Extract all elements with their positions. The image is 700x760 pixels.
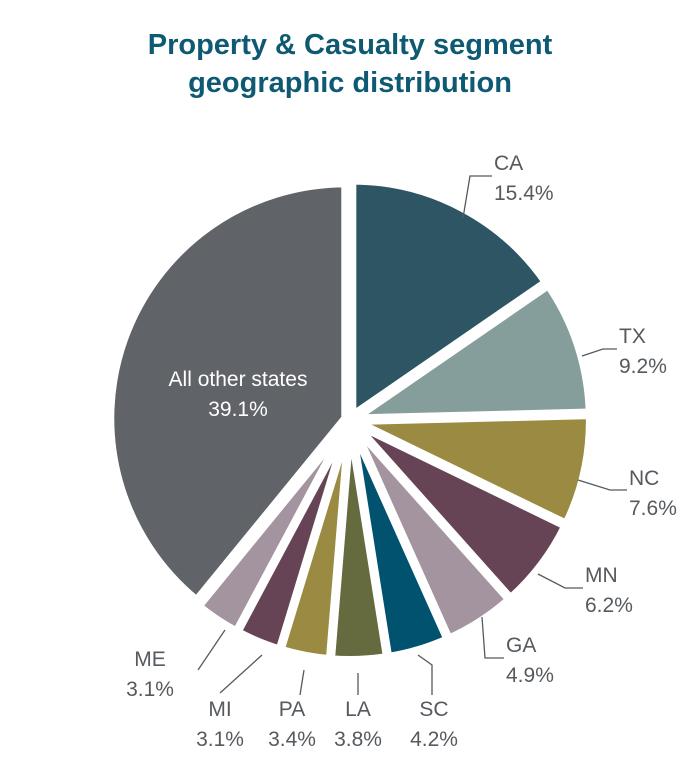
leader-line-ca bbox=[462, 175, 492, 219]
value-all-other-states: 39.1% bbox=[208, 398, 268, 421]
label-mn: MN bbox=[585, 564, 618, 587]
label-all-other-states: All other states bbox=[169, 368, 308, 391]
value-ga: 4.9% bbox=[506, 664, 554, 687]
leader-line-ga bbox=[481, 616, 504, 659]
value-ca: 15.4% bbox=[494, 182, 554, 205]
leader-line-sc bbox=[417, 654, 433, 695]
label-mi: MI bbox=[208, 698, 231, 721]
label-la: LA bbox=[345, 698, 371, 721]
leader-line-mi bbox=[219, 654, 263, 694]
value-nc: 7.6% bbox=[629, 497, 677, 520]
label-tx: TX bbox=[619, 325, 646, 348]
label-pa: PA bbox=[279, 698, 305, 721]
label-sc: SC bbox=[419, 698, 448, 721]
value-me: 3.1% bbox=[126, 678, 174, 701]
chart-title-line-1: Property & Casualty segment bbox=[147, 29, 553, 61]
value-tx: 9.2% bbox=[619, 355, 667, 378]
label-ca: CA bbox=[494, 152, 523, 175]
value-sc: 4.2% bbox=[410, 728, 458, 751]
leader-line-tx bbox=[581, 348, 617, 357]
leader-line-me bbox=[197, 629, 226, 671]
leader-lines bbox=[197, 175, 627, 696]
value-mn: 6.2% bbox=[585, 594, 633, 617]
label-ga: GA bbox=[506, 634, 536, 657]
slice-me[interactable] bbox=[194, 420, 352, 636]
value-mi: 3.1% bbox=[196, 728, 244, 751]
value-la: 3.8% bbox=[334, 728, 382, 751]
slice-ca[interactable] bbox=[348, 176, 550, 420]
slice-labels: CA 15.4% TX 9.2% NC 7.6% MN 6.2% GA 4.9% SC 4.2% LA 3… bbox=[126, 152, 677, 751]
chart-title: Property & Casualty segment geographic d… bbox=[0, 26, 700, 102]
slice-all-other-states[interactable] bbox=[106, 179, 350, 605]
pie-slices bbox=[106, 176, 594, 664]
slice-tx[interactable] bbox=[350, 281, 594, 423]
value-pa: 3.4% bbox=[268, 728, 316, 751]
label-me: ME bbox=[134, 648, 166, 671]
leader-line-mn bbox=[537, 573, 583, 589]
label-nc: NC bbox=[629, 467, 659, 490]
slice-nc[interactable] bbox=[350, 411, 594, 528]
leader-line-nc bbox=[577, 479, 627, 491]
leader-line-pa bbox=[299, 669, 305, 696]
chart-title-line-2: geographic distribution bbox=[188, 67, 512, 99]
